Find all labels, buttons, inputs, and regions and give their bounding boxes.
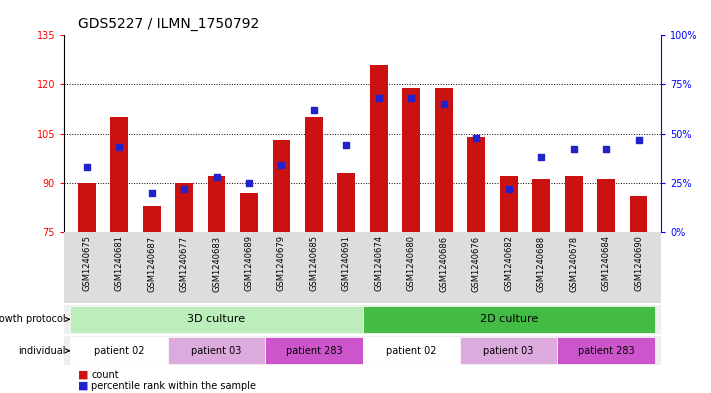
Text: GSM1240676: GSM1240676 <box>471 235 481 292</box>
Text: GSM1240677: GSM1240677 <box>180 235 188 292</box>
Text: GSM1240678: GSM1240678 <box>569 235 578 292</box>
Point <box>373 95 385 101</box>
Point <box>178 185 190 192</box>
Bar <box>460 338 557 364</box>
Point <box>535 154 547 160</box>
Text: GSM1240679: GSM1240679 <box>277 235 286 291</box>
Bar <box>370 65 387 232</box>
Point <box>276 162 287 168</box>
Point <box>81 164 92 170</box>
Bar <box>168 338 265 364</box>
Bar <box>402 88 420 232</box>
Text: GSM1240688: GSM1240688 <box>537 235 545 292</box>
Point <box>438 101 449 107</box>
Bar <box>240 193 258 232</box>
Text: growth protocol: growth protocol <box>0 314 69 324</box>
Text: patient 02: patient 02 <box>386 346 437 356</box>
Text: percentile rank within the sample: percentile rank within the sample <box>91 381 256 391</box>
Text: ■: ■ <box>78 381 89 391</box>
Text: 2D culture: 2D culture <box>479 314 538 324</box>
Text: GSM1240681: GSM1240681 <box>114 235 124 291</box>
Bar <box>565 176 582 232</box>
Text: GSM1240683: GSM1240683 <box>212 235 221 292</box>
Bar <box>533 180 550 232</box>
Text: ■: ■ <box>78 370 89 380</box>
Bar <box>70 306 363 332</box>
Text: GSM1240674: GSM1240674 <box>374 235 383 291</box>
Bar <box>265 338 363 364</box>
Bar <box>557 338 655 364</box>
Point <box>309 107 320 113</box>
Text: patient 283: patient 283 <box>578 346 634 356</box>
Bar <box>338 173 356 232</box>
Point <box>114 144 125 151</box>
Text: GSM1240685: GSM1240685 <box>309 235 319 291</box>
Bar <box>305 117 323 232</box>
Text: patient 02: patient 02 <box>94 346 144 356</box>
Text: GSM1240680: GSM1240680 <box>407 235 416 291</box>
Text: GSM1240687: GSM1240687 <box>147 235 156 292</box>
Bar <box>110 117 128 232</box>
Text: patient 03: patient 03 <box>483 346 534 356</box>
Text: GSM1240675: GSM1240675 <box>82 235 91 291</box>
Bar <box>70 338 168 364</box>
Point <box>211 174 223 180</box>
Bar <box>467 137 485 232</box>
Point <box>243 180 255 186</box>
Point <box>633 136 644 143</box>
Text: GSM1240686: GSM1240686 <box>439 235 448 292</box>
Bar <box>363 306 655 332</box>
Text: individual: individual <box>18 346 69 356</box>
Text: GSM1240684: GSM1240684 <box>602 235 611 291</box>
Point <box>600 146 611 152</box>
Bar <box>175 183 193 232</box>
Bar <box>435 88 453 232</box>
Text: count: count <box>91 370 119 380</box>
Point <box>471 134 482 141</box>
Text: GSM1240690: GSM1240690 <box>634 235 643 291</box>
Bar <box>143 206 161 232</box>
Bar <box>629 196 648 232</box>
Point <box>405 95 417 101</box>
Bar <box>77 183 96 232</box>
Text: patient 283: patient 283 <box>286 346 342 356</box>
Text: GSM1240689: GSM1240689 <box>245 235 254 291</box>
Text: 3D culture: 3D culture <box>188 314 245 324</box>
Bar <box>272 140 290 232</box>
Bar <box>363 338 460 364</box>
Point <box>568 146 579 152</box>
Bar <box>500 176 518 232</box>
Point <box>341 142 352 149</box>
Point <box>503 185 514 192</box>
Text: GSM1240682: GSM1240682 <box>504 235 513 291</box>
Bar <box>597 180 615 232</box>
Text: patient 03: patient 03 <box>191 346 242 356</box>
Point <box>146 189 157 196</box>
Bar <box>208 176 225 232</box>
Text: GDS5227 / ILMN_1750792: GDS5227 / ILMN_1750792 <box>78 17 260 31</box>
Text: GSM1240691: GSM1240691 <box>342 235 351 291</box>
